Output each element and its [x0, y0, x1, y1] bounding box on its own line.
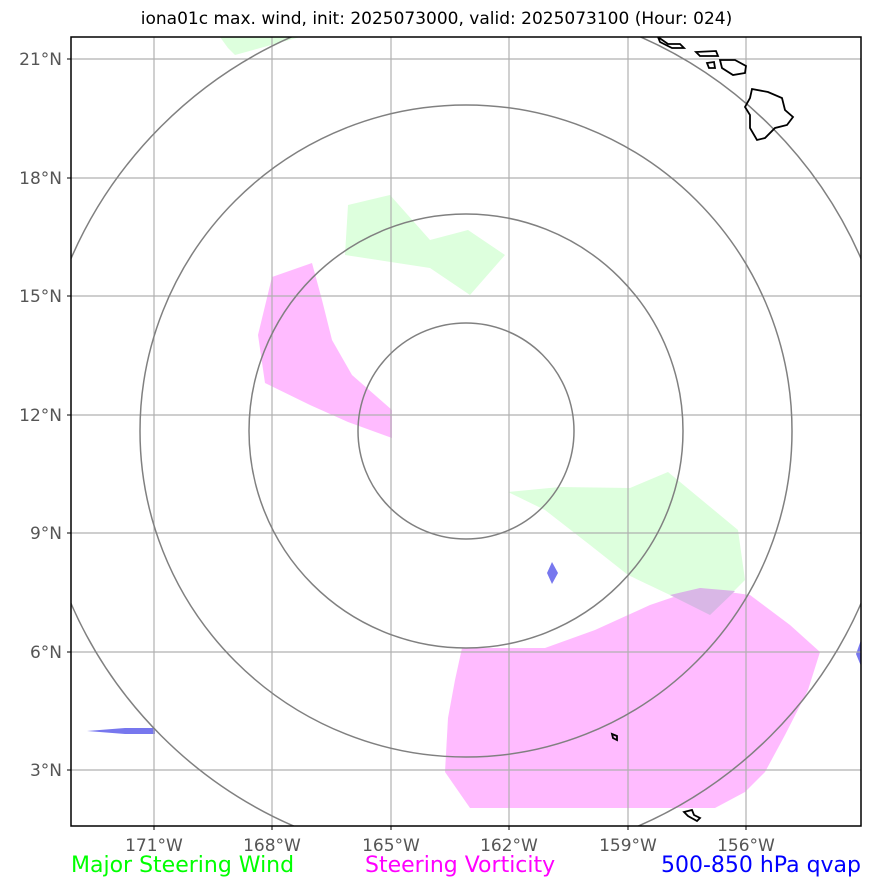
island-niihau-kauai	[657, 37, 687, 49]
steering-wind-region-central	[345, 195, 505, 295]
y-tick-label: 9°N	[30, 524, 62, 544]
range-ring-3	[139, 104, 793, 758]
legend-steering-vorticity: Steering Vorticity	[365, 853, 556, 878]
x-tick-label: 162°W	[480, 836, 538, 856]
x-tick-label: 156°W	[717, 836, 775, 856]
x-tick-label: 165°W	[362, 836, 420, 856]
qvap-region-central	[547, 562, 558, 584]
x-tick-label: 171°W	[125, 836, 183, 856]
tick-marks	[67, 58, 747, 830]
qvap-region-east	[856, 640, 861, 666]
y-tick-label: 21°N	[19, 50, 62, 70]
graticule	[71, 37, 861, 826]
range-ring-1	[357, 322, 575, 540]
steering-wind-region-southeast	[508, 472, 745, 615]
y-tick-label: 6°N	[30, 643, 62, 663]
atoll-south	[610, 732, 618, 742]
y-tick-label: 15°N	[19, 287, 62, 307]
x-tick-label: 168°W	[243, 836, 301, 856]
legend-steering-wind: Major Steering Wind	[71, 853, 295, 878]
y-tick-label: 12°N	[19, 406, 62, 426]
vorticity-wind-overlap	[670, 588, 735, 615]
island-oahu	[693, 50, 720, 57]
island-hawaii	[743, 87, 795, 142]
x-tick-label: 159°W	[599, 836, 657, 856]
qvap-region-west	[87, 728, 155, 734]
coastlines	[610, 37, 795, 823]
steering-vorticity-region-west	[258, 263, 392, 438]
y-tick-label: 3°N	[30, 761, 62, 781]
island-maui	[718, 59, 747, 76]
range-rings	[71, 37, 861, 826]
atoll-southeast	[682, 808, 702, 823]
map-title: iona01c max. wind, init: 2025073000, val…	[140, 9, 733, 29]
island-molokai	[705, 60, 717, 69]
range-ring-2	[248, 213, 684, 649]
legend-qvap: 500-850 hPa qvap	[660, 853, 861, 878]
y-tick-label: 18°N	[19, 169, 62, 189]
steering-vorticity-region-south	[445, 588, 820, 808]
plot-frame	[70, 36, 862, 827]
